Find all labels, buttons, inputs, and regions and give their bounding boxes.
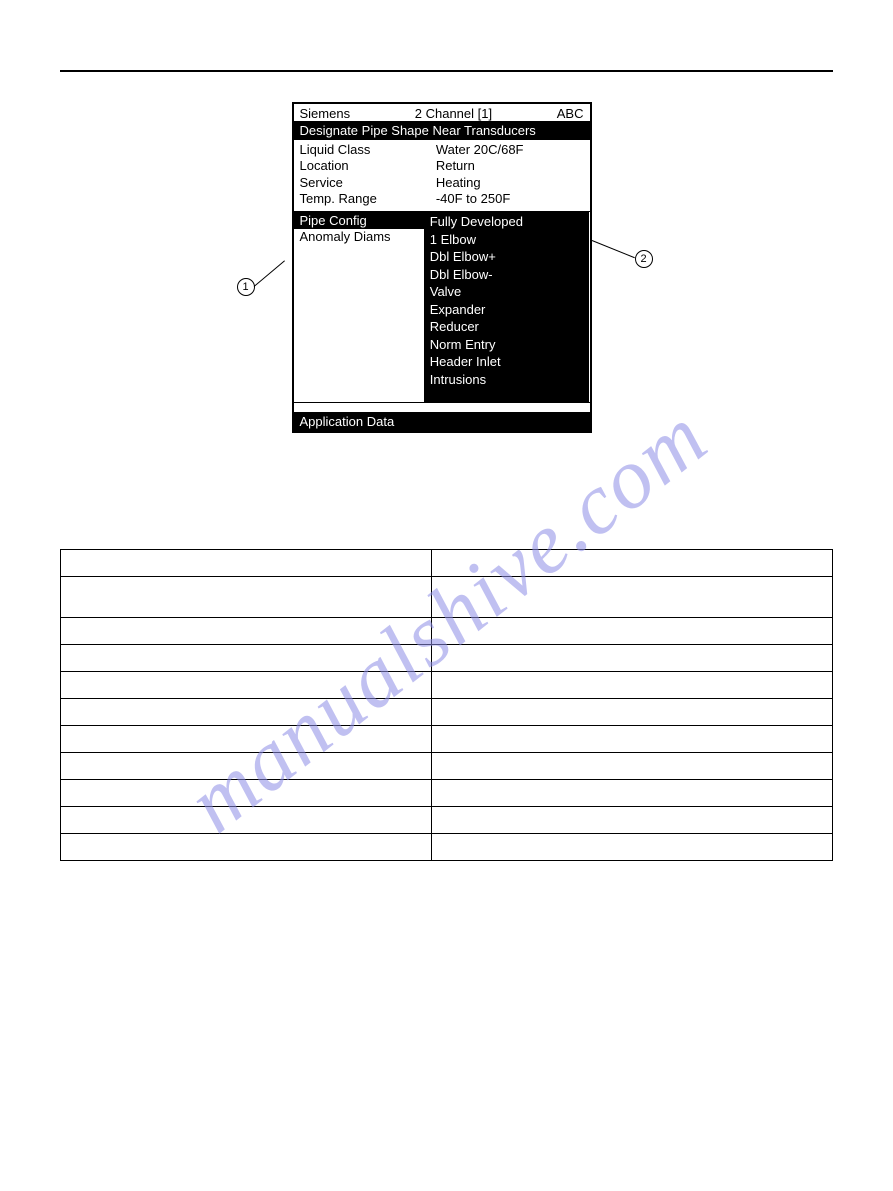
info-value: -40F to 250F bbox=[436, 191, 584, 207]
select-left-other[interactable]: Anomaly Diams bbox=[294, 229, 424, 401]
device-header-right: ABC bbox=[557, 106, 584, 121]
pipe-config-table: Option Definition Fully Developed Fully … bbox=[60, 549, 833, 861]
callout-2-line bbox=[591, 240, 634, 258]
table-cell: Dbl Elbow+ bbox=[61, 645, 432, 672]
info-label: Service bbox=[300, 175, 436, 191]
table-cell: Fully Developed bbox=[61, 577, 432, 618]
select-right-pane: Fully Developed 1 Elbow Dbl Elbow+ Dbl E… bbox=[424, 212, 590, 402]
callout-1-text: 1 bbox=[242, 281, 248, 293]
table-row: Reducer Pipe reduction upstream of trans… bbox=[61, 753, 833, 780]
table-cell: Pipe reduction upstream of transducer in… bbox=[431, 753, 832, 780]
table-row: Valve Not currently active — defaults to… bbox=[61, 699, 833, 726]
table-cell: Intrusions bbox=[61, 834, 432, 861]
table-cell: Double in-plane elbows upstream of trans… bbox=[431, 672, 832, 699]
device-panel: Siemens 2 Channel [1] ABC Designate Pipe… bbox=[292, 102, 592, 433]
table-header-cell: Option bbox=[61, 550, 432, 577]
table-row: Norm Entry Not currently active — defaul… bbox=[61, 780, 833, 807]
info-label: Temp. Range bbox=[300, 191, 436, 207]
device-footer-bar: Application Data bbox=[294, 412, 590, 431]
table-cell: Fully developed flow, as would be expect… bbox=[431, 577, 832, 618]
table-cell: Reducer bbox=[61, 753, 432, 780]
table-cell: 1 Elbow bbox=[61, 618, 432, 645]
option-item[interactable]: Reducer bbox=[430, 318, 584, 336]
table-cell: Valve bbox=[61, 699, 432, 726]
option-item[interactable]: 1 Elbow bbox=[430, 231, 584, 249]
device-gap bbox=[294, 402, 590, 412]
table-header-cell: Definition bbox=[431, 550, 832, 577]
device-figure: 1 2 Siemens 2 Channel [1] ABC Designate … bbox=[237, 102, 657, 467]
option-item[interactable]: Intrusions bbox=[430, 371, 584, 389]
info-value: Water 20C/68F bbox=[436, 142, 584, 158]
table-cell: Double out-of-plane elbows upstream of t… bbox=[431, 645, 832, 672]
table-cell: Not currently active — defaults to fully… bbox=[431, 834, 832, 861]
table-row: Option Definition bbox=[61, 550, 833, 577]
table-row: Dbl Elbow+ Double out-of-plane elbows up… bbox=[61, 645, 833, 672]
device-info-block: Liquid Class Water 20C/68F Location Retu… bbox=[294, 140, 590, 212]
table-row: Expander Pipe expansion upstream of tran… bbox=[61, 726, 833, 753]
table-cell: Norm Entry bbox=[61, 780, 432, 807]
select-left-pane: Pipe Config Anomaly Diams bbox=[294, 212, 424, 402]
info-label: Location bbox=[300, 158, 436, 174]
table-cell: Header Inlet bbox=[61, 807, 432, 834]
table-row: Dbl Elbow- Double in-plane elbows upstre… bbox=[61, 672, 833, 699]
callout-1-circle: 1 bbox=[237, 278, 255, 296]
callout-1-line bbox=[253, 260, 284, 286]
top-rule bbox=[60, 70, 833, 72]
table-cell: Dbl Elbow- bbox=[61, 672, 432, 699]
table-row: Intrusions Not currently active — defaul… bbox=[61, 834, 833, 861]
table-row: Fully Developed Fully developed flow, as… bbox=[61, 577, 833, 618]
callout-2-circle: 2 bbox=[635, 250, 653, 268]
info-row: Location Return bbox=[300, 158, 584, 174]
option-item[interactable]: Header Inlet bbox=[430, 353, 584, 371]
option-item[interactable]: Dbl Elbow- bbox=[430, 266, 584, 284]
info-row: Liquid Class Water 20C/68F bbox=[300, 142, 584, 158]
device-header-left: Siemens bbox=[300, 106, 351, 121]
option-item[interactable]: Fully Developed bbox=[430, 213, 584, 231]
device-header-row: Siemens 2 Channel [1] ABC bbox=[294, 104, 590, 121]
table-cell: Header or pipe manifold upstream of tran… bbox=[431, 807, 832, 834]
callout-2-text: 2 bbox=[640, 253, 646, 265]
table-cell: Not currently active — defaults to fully… bbox=[431, 699, 832, 726]
device-title-bar: Designate Pipe Shape Near Transducers bbox=[294, 121, 590, 140]
info-row: Temp. Range -40F to 250F bbox=[300, 191, 584, 207]
table-row: Header Inlet Header or pipe manifold ups… bbox=[61, 807, 833, 834]
table-cell: Expander bbox=[61, 726, 432, 753]
option-item[interactable]: Dbl Elbow+ bbox=[430, 248, 584, 266]
info-label: Liquid Class bbox=[300, 142, 436, 158]
select-left-selected[interactable]: Pipe Config bbox=[294, 212, 424, 229]
section-heading: Pipe Configuration option list definitio… bbox=[60, 517, 833, 535]
table-cell: Not currently active — defaults to fully… bbox=[431, 780, 832, 807]
info-value: Return bbox=[436, 158, 584, 174]
table-cell: Pipe expansion upstream of transducer in… bbox=[431, 726, 832, 753]
option-item[interactable]: Expander bbox=[430, 301, 584, 319]
device-select-area: Pipe Config Anomaly Diams Fully Develope… bbox=[294, 212, 590, 402]
option-item[interactable]: Valve bbox=[430, 283, 584, 301]
table-cell: Single elbow upstream of transducer inst… bbox=[431, 618, 832, 645]
info-value: Heating bbox=[436, 175, 584, 191]
info-row: Service Heating bbox=[300, 175, 584, 191]
option-item[interactable]: Norm Entry bbox=[430, 336, 584, 354]
device-header-center: 2 Channel [1] bbox=[415, 106, 492, 121]
table-row: 1 Elbow Single elbow upstream of transdu… bbox=[61, 618, 833, 645]
